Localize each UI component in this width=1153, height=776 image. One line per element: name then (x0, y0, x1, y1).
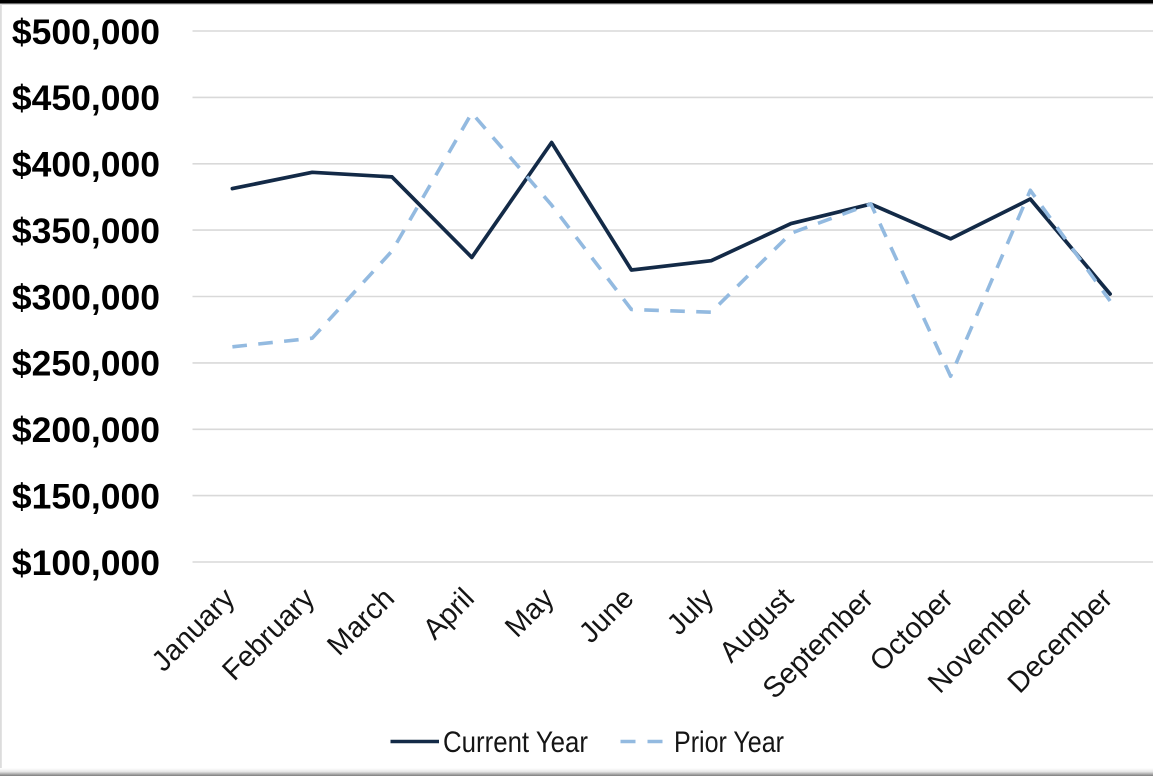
svg-text:$150,000: $150,000 (12, 476, 160, 516)
svg-text:$200,000: $200,000 (12, 410, 160, 450)
svg-text:Prior Year: Prior Year (674, 726, 784, 759)
svg-text:$300,000: $300,000 (12, 277, 160, 317)
svg-text:$100,000: $100,000 (12, 543, 160, 583)
svg-text:$500,000: $500,000 (12, 12, 160, 52)
svg-text:$250,000: $250,000 (12, 344, 160, 384)
svg-text:$450,000: $450,000 (12, 78, 160, 118)
svg-text:Current Year: Current Year (443, 726, 588, 759)
svg-text:$400,000: $400,000 (12, 145, 160, 185)
svg-text:$350,000: $350,000 (12, 211, 160, 251)
